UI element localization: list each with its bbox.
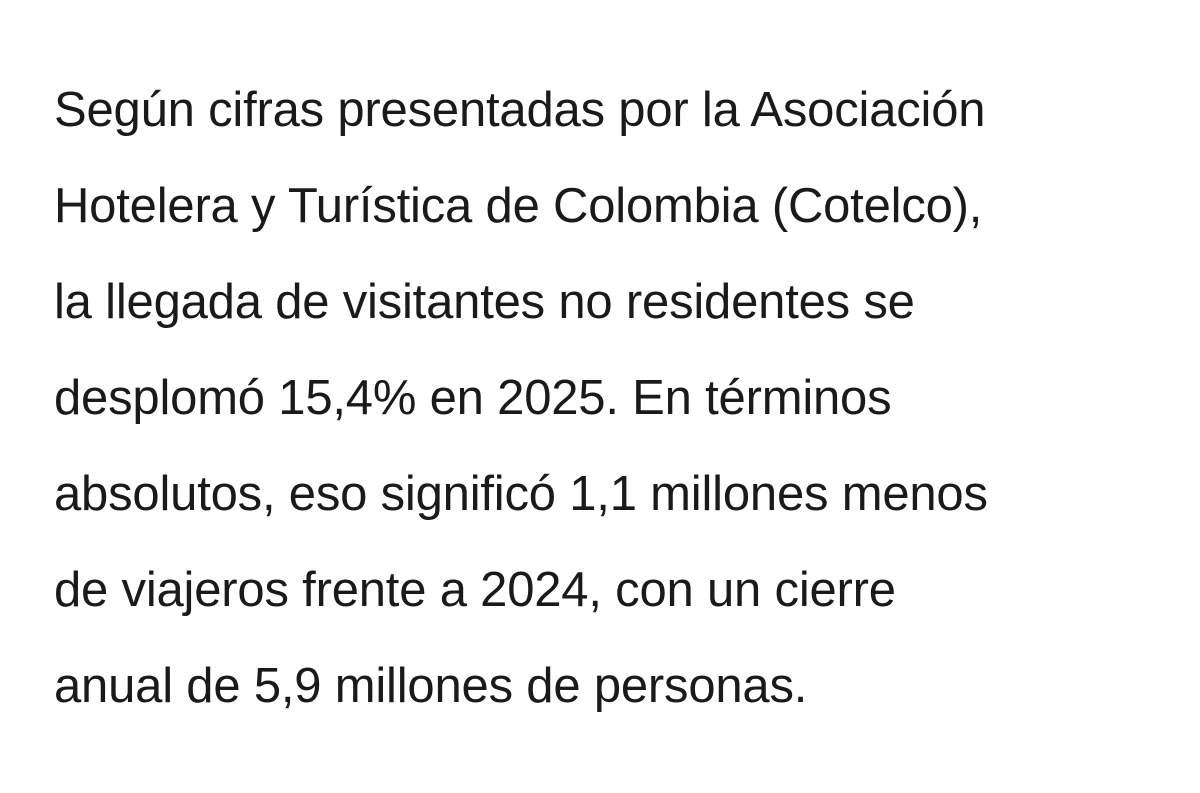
paragraph-line-5: absolutos, eso significó 1,1 millones me… [54,467,988,521]
article-paragraph: Según cifras presentadas por la Asociaci… [54,62,1184,734]
paragraph-line-1: Según cifras presentadas por la Asociaci… [54,83,986,137]
paragraph-line-4: desplomó 15,4% en 2025. En términos [54,371,892,425]
paragraph-line-3: la llegada de visitantes no residentes s… [54,275,915,329]
paragraph-line-7: anual de 5,9 millones de personas. [54,659,808,713]
paragraph-line-2: Hotelera y Turística de Colombia (Cotelc… [54,179,983,233]
paragraph-line-6: de viajeros frente a 2024, con un cierre [54,563,896,617]
